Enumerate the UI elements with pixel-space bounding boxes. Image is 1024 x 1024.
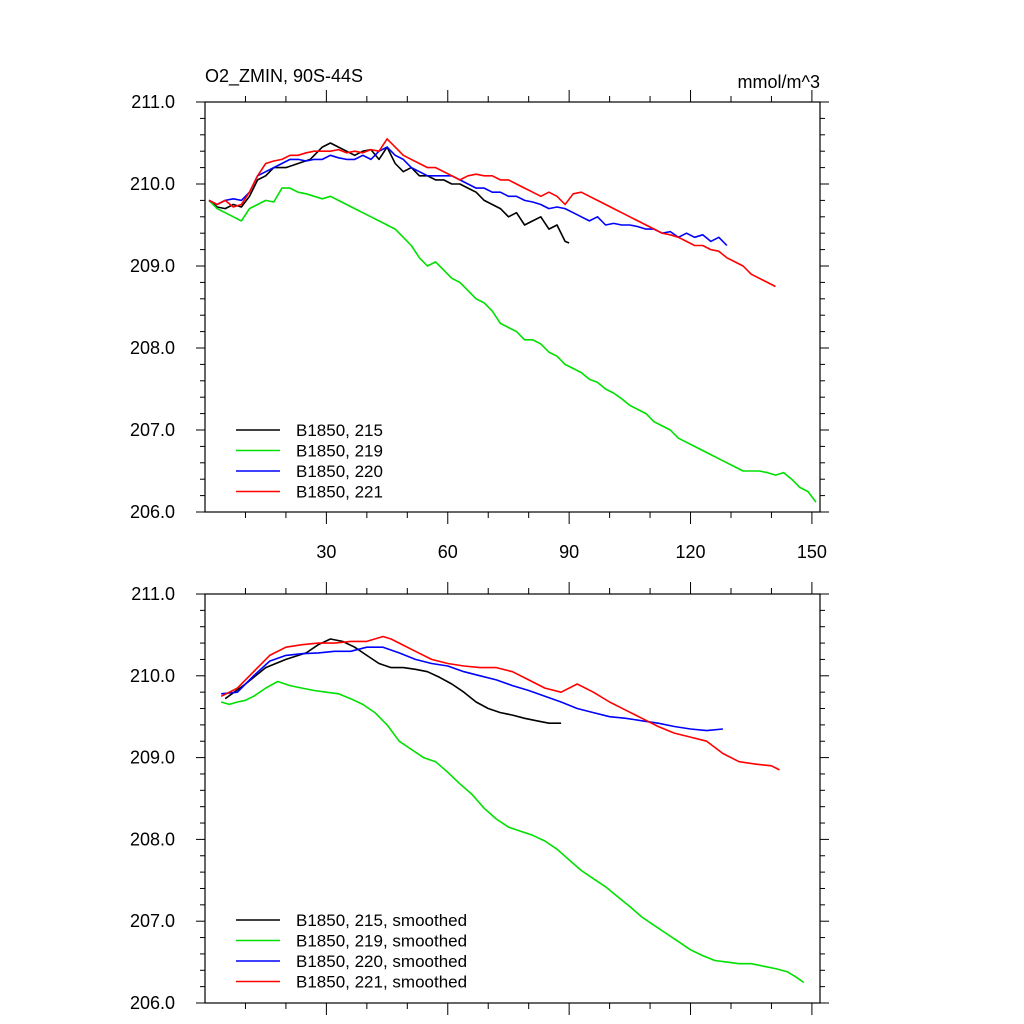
plot-frame	[204, 101, 821, 513]
series-line	[208, 142, 570, 244]
y-tick-label: 208.0	[130, 338, 175, 358]
x-tick-label: 90	[559, 542, 579, 562]
series-line	[224, 638, 562, 725]
legend-label: B1850, 221, smoothed	[296, 973, 467, 992]
y-tick-label: 207.0	[130, 911, 175, 931]
top-panel: 211.0 210.0 209.0 208.0 207.0 206.0 30 60 90 120 1…	[130, 90, 829, 562]
legend-label: B1850, 221	[296, 483, 383, 502]
x-tick-label: 60	[438, 542, 458, 562]
x-tick-label: 30	[316, 542, 336, 562]
series-line	[208, 146, 728, 247]
y-tick-label: 211.0	[131, 92, 175, 112]
legend-label: B1850, 219	[296, 442, 383, 461]
series-line	[208, 138, 776, 288]
plot-frame	[204, 593, 821, 1004]
y-tick-label: 210.0	[130, 174, 175, 194]
y-tick-label: 206.0	[130, 993, 175, 1013]
y-tick-label: 207.0	[130, 420, 175, 440]
bottom-panel: 211.0 210.0 209.0 208.0 207.0 206.0 B1850, 215…	[130, 582, 829, 1015]
y-tick-label: 208.0	[130, 829, 175, 849]
series-line	[221, 646, 723, 732]
y-tick-label: 209.0	[130, 256, 175, 276]
x-tick-label: 120	[676, 542, 706, 562]
legend-label: B1850, 220	[296, 462, 383, 481]
series-line	[220, 680, 805, 984]
y-tick-label: 210.0	[130, 666, 175, 686]
y-tick-label: 211.0	[131, 584, 175, 604]
legend-label: B1850, 215, smoothed	[296, 911, 467, 930]
legend-label: B1850, 219, smoothed	[296, 932, 467, 951]
chart-title: O2_ZMIN, 90S-44S	[205, 66, 363, 87]
series-line	[208, 187, 817, 503]
units-label: mmol/m^3	[738, 72, 820, 92]
y-tick-label: 209.0	[130, 748, 175, 768]
legend-label: B1850, 220, smoothed	[296, 952, 467, 971]
y-tick-label: 206.0	[130, 502, 175, 522]
series-line	[220, 635, 780, 771]
x-tick-label: 150	[797, 542, 827, 562]
legend-label: B1850, 215	[296, 421, 383, 440]
